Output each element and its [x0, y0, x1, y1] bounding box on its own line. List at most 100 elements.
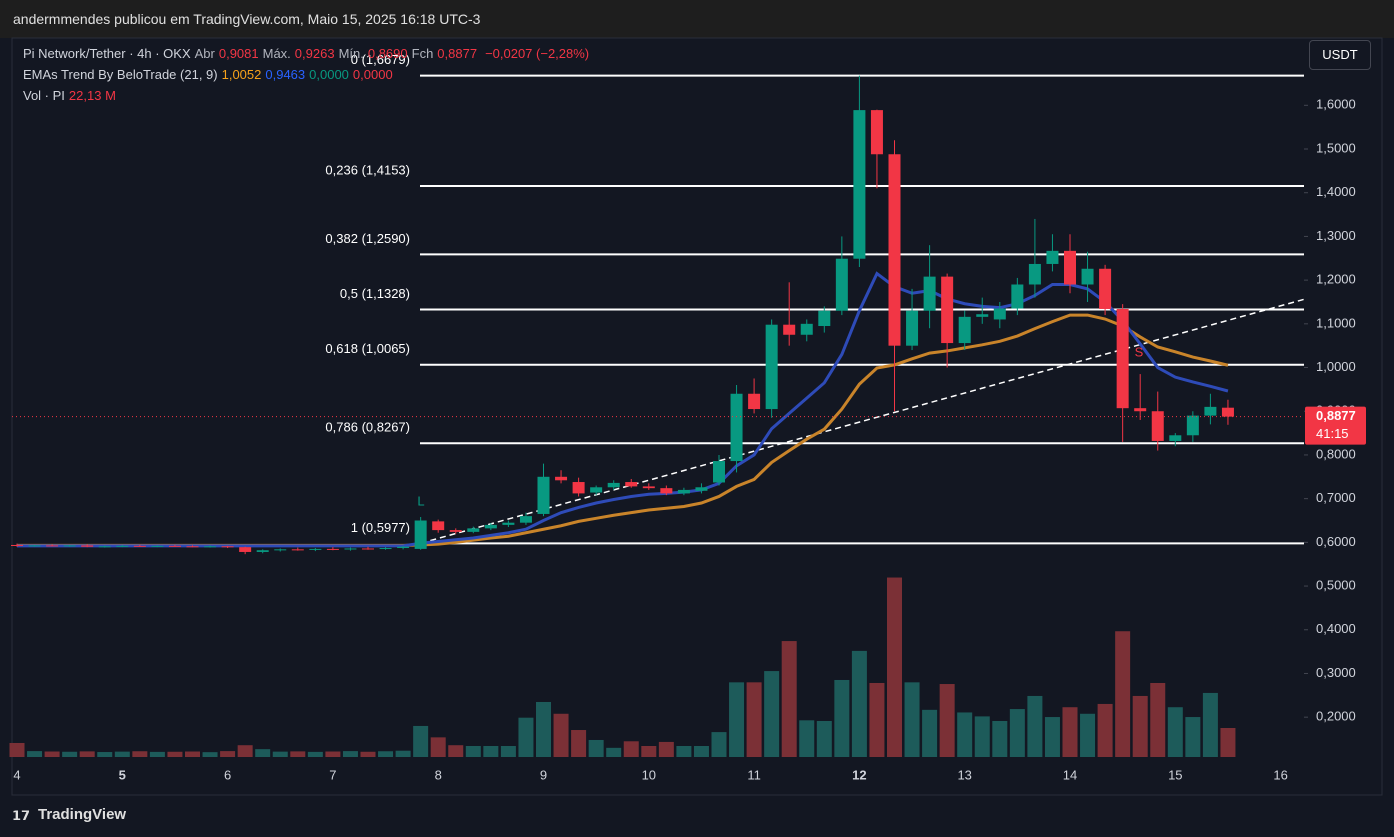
fib-label: 0,236 (1,4153) — [325, 162, 410, 177]
last-price-box — [1305, 406, 1366, 445]
fib-label: 0,5 (1,1328) — [340, 286, 410, 301]
volume-bar — [1185, 717, 1201, 757]
ohlc-value: 0,9081 — [218, 46, 259, 61]
x-tick-label: 16 — [1273, 767, 1287, 782]
indicator-value: 1,0052 — [221, 67, 262, 82]
candle-body — [695, 487, 708, 491]
candle-body — [28, 545, 41, 547]
volume-bar — [676, 745, 692, 757]
candle-body — [1169, 435, 1182, 441]
x-tick-label: 15 — [1168, 767, 1182, 782]
y-tick-label: 0,3000 — [1316, 665, 1356, 680]
indicator-value: 0,9463 — [265, 67, 306, 82]
candle-body — [11, 544, 23, 546]
y-tick-label: 1,4000 — [1316, 184, 1356, 199]
volume-bar — [1062, 707, 1078, 757]
candle-body — [484, 524, 497, 529]
candle-body — [976, 314, 989, 317]
candle-body — [1151, 411, 1164, 441]
candle-body — [204, 546, 217, 548]
candle-body — [1028, 263, 1041, 285]
volume-bar — [799, 720, 815, 757]
logo: 𝟭𝟳 — [12, 808, 31, 823]
candle-body — [414, 520, 427, 549]
volume-bar — [1097, 703, 1113, 757]
candle-body — [1116, 308, 1129, 409]
candle-body — [1204, 406, 1217, 416]
fib-label: 1 (0,5977) — [351, 520, 410, 535]
volume-bar — [641, 745, 657, 757]
volume-bar — [413, 725, 429, 757]
candle-body — [783, 324, 796, 335]
candle-body — [291, 549, 304, 551]
y-tick-label: 0,2000 — [1316, 709, 1356, 724]
volume-bar — [202, 752, 218, 757]
x-tick-label: 5 — [119, 767, 126, 782]
volume-bar — [1044, 717, 1060, 757]
volume-bar — [325, 751, 341, 757]
indicator-value: 0,0000 — [352, 67, 393, 82]
candle-body — [888, 154, 901, 346]
volume-bar — [746, 682, 762, 757]
volume-bar — [571, 730, 587, 757]
candle-body — [958, 316, 971, 344]
volume-bar — [939, 684, 955, 757]
ohlc-value: 0,9263 — [294, 46, 335, 61]
candle-body — [397, 546, 410, 549]
candle-body — [467, 528, 480, 532]
candle-body — [98, 546, 111, 548]
candle-body — [870, 110, 883, 155]
candle-body — [941, 276, 954, 344]
candle-body — [555, 476, 568, 481]
volume-bar — [342, 751, 358, 757]
signal-long: L — [417, 493, 424, 508]
volume-bar — [97, 752, 113, 757]
y-tick-label: 0,4000 — [1316, 621, 1356, 636]
volume-bar — [974, 716, 990, 757]
currency-button[interactable]: USDT — [1309, 40, 1371, 70]
candle-body — [63, 545, 76, 547]
y-tick-label: 1,3000 — [1316, 228, 1356, 243]
volume-bar — [44, 751, 60, 757]
volume-bar — [851, 650, 867, 757]
volume-bar — [904, 682, 920, 757]
volume-bar — [1202, 692, 1218, 757]
volume-bar — [114, 751, 130, 757]
volume-bar — [711, 732, 727, 757]
volume-bar — [518, 717, 534, 757]
candle-body — [835, 258, 848, 311]
volume-bar — [1150, 682, 1166, 757]
volume-bar — [9, 742, 25, 757]
volume-bar — [869, 682, 885, 757]
volume-bar — [1080, 713, 1096, 757]
volume-bar — [1027, 695, 1043, 757]
candle-body — [379, 548, 392, 550]
candle-body — [116, 545, 129, 547]
volume-bar — [957, 712, 973, 757]
last-price-label: 0,8877 — [1316, 408, 1356, 423]
fib-label: 0,786 (0,8267) — [325, 420, 410, 435]
volume-bar — [834, 679, 850, 757]
volume-bar — [1220, 728, 1236, 757]
legend-price: Pi Network/Tether · 4h · OKX Abr 0,9081 Máx… — [23, 46, 593, 61]
candle-body — [1011, 284, 1024, 309]
candle-body — [221, 546, 234, 548]
candle-body — [590, 487, 603, 493]
y-tick-label: 1,6000 — [1316, 97, 1356, 112]
volume-bar — [781, 641, 797, 757]
volume-bar — [237, 745, 253, 757]
candle-body — [625, 482, 638, 487]
y-tick-label: 0,8000 — [1316, 446, 1356, 461]
volume-bar — [132, 751, 148, 757]
indicator-value: 0,0000 — [309, 67, 349, 82]
y-tick-label: 0,6000 — [1316, 534, 1356, 549]
candle-body — [923, 276, 936, 311]
candle-body — [748, 393, 761, 410]
volume-bar — [1167, 707, 1183, 757]
volume-bar — [693, 745, 709, 757]
signal-short: S — [1135, 344, 1144, 359]
candle-body — [168, 545, 181, 547]
y-tick-label: 0,5000 — [1316, 577, 1356, 592]
volume-bar — [729, 682, 745, 757]
